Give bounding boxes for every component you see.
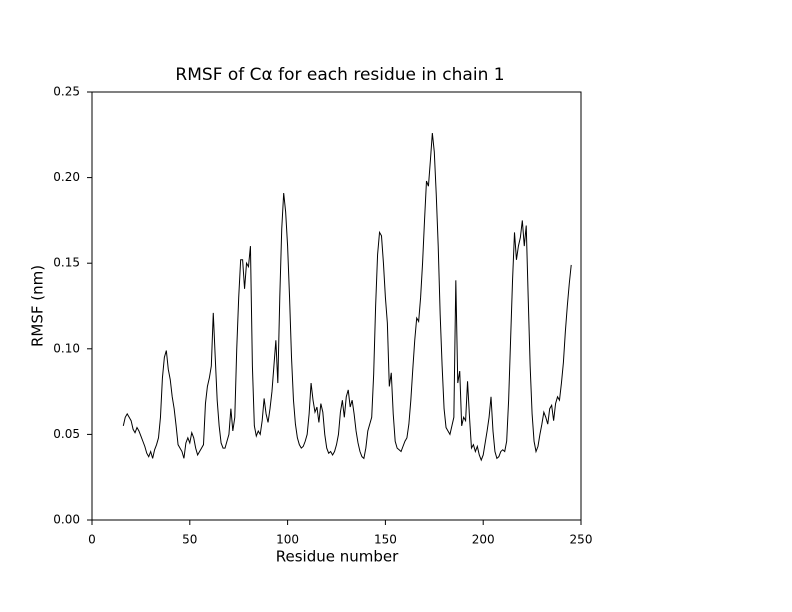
x-tick-label: 100: [276, 533, 299, 547]
x-tick-label: 150: [374, 533, 397, 547]
y-tick-label: 0.25: [53, 85, 80, 99]
plot-frame: [91, 91, 582, 521]
x-tick-label: 50: [182, 533, 197, 547]
y-tick-label: 0.05: [53, 427, 80, 441]
y-tick-label: 0.20: [53, 170, 80, 184]
x-tick-label: 0: [88, 533, 96, 547]
y-tick-label: 0.10: [53, 341, 80, 355]
chart-title: RMSF of Cα for each residue in chain 1: [175, 65, 504, 85]
x-tick-label: 200: [472, 533, 495, 547]
y-axis-title: RMSF (nm): [29, 265, 47, 347]
y-tick-label: 0.15: [53, 256, 80, 270]
x-axis-title: Residue number: [276, 548, 399, 566]
y-tick-label: 0.00: [53, 513, 80, 527]
data-line: [122, 133, 572, 462]
x-tick-label: 250: [570, 533, 593, 547]
